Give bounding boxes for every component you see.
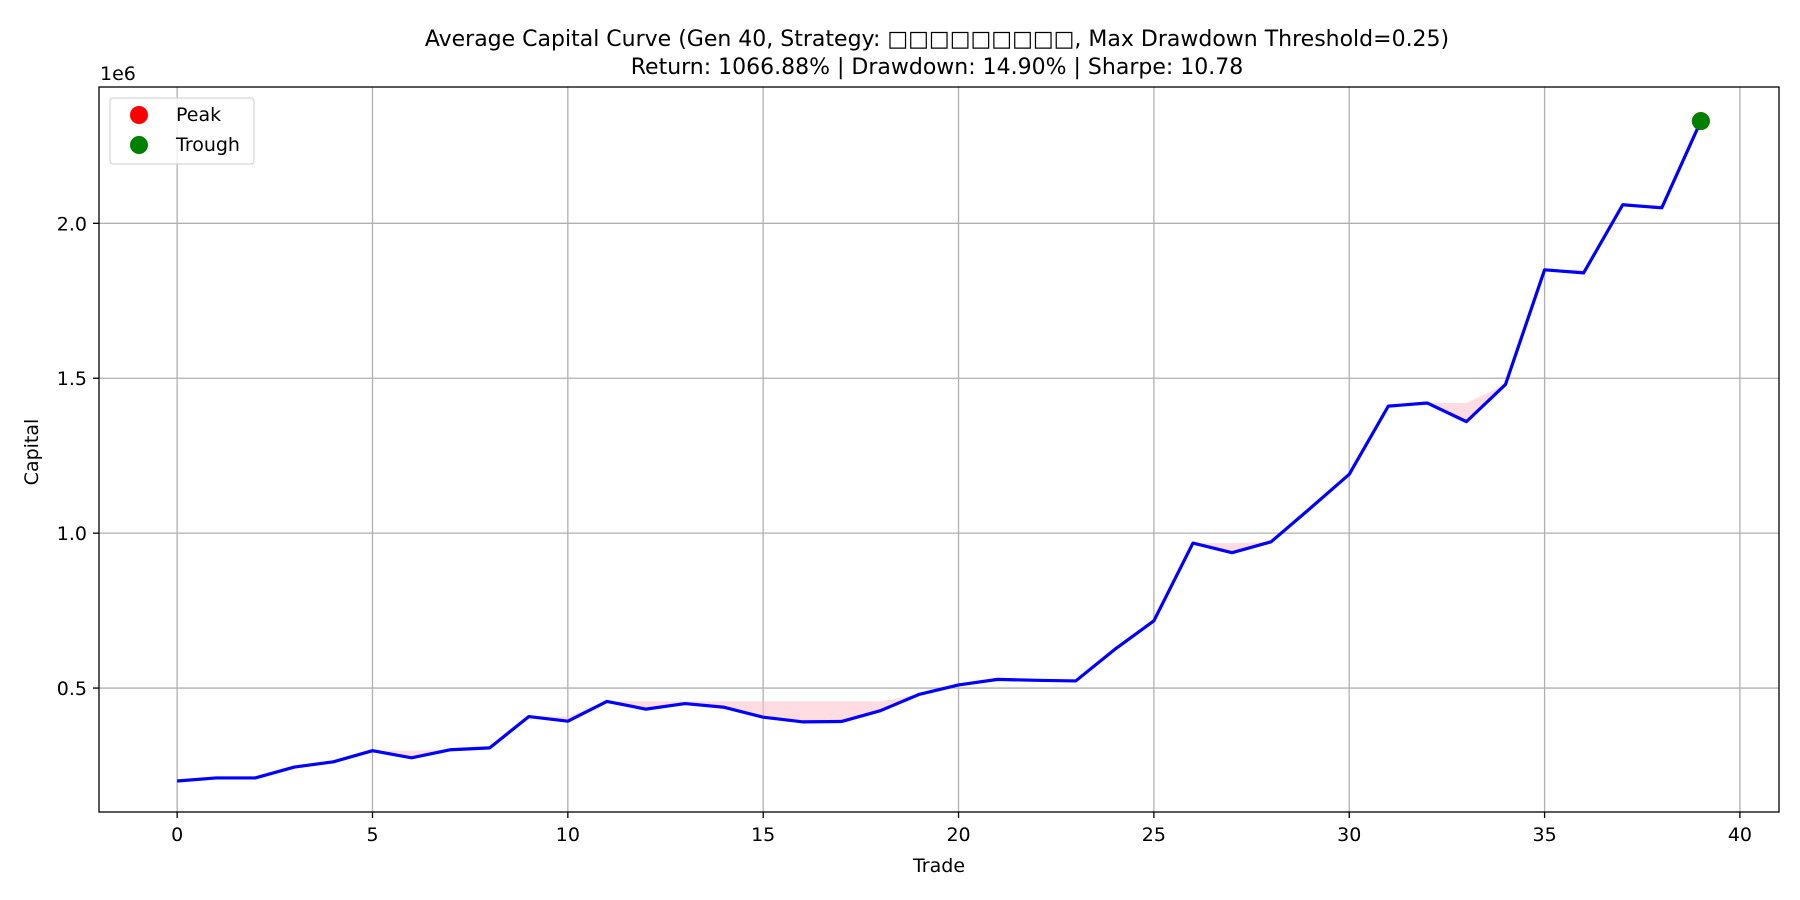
x-tick-label: 20 xyxy=(946,824,970,846)
x-tick-label: 5 xyxy=(366,824,378,846)
x-tick-label: 30 xyxy=(1337,824,1361,846)
drawdown-fill xyxy=(177,121,1701,782)
x-axis-ticks: 0 5 10 15 20 25 30 35 40 xyxy=(171,812,1752,846)
trough-marker xyxy=(1691,112,1710,131)
y-tick-label: 1.5 xyxy=(57,368,87,390)
legend: Peak Trough xyxy=(109,97,255,165)
x-tick-label: 0 xyxy=(171,824,183,846)
legend-peak-marker xyxy=(130,106,148,124)
y-axis-label: Capital xyxy=(21,419,43,486)
x-tick-label: 40 xyxy=(1728,824,1752,846)
x-tick-label: 35 xyxy=(1532,824,1556,846)
chart-subtitle: Return: 1066.88% | Drawdown: 14.90% | Sh… xyxy=(631,55,1244,80)
chart-title: Average Capital Curve (Gen 40, Strategy:… xyxy=(425,27,1449,52)
x-tick-label: 10 xyxy=(556,824,580,846)
y-tick-label: 2.0 xyxy=(57,213,87,235)
legend-trough-label: Trough xyxy=(175,134,240,156)
capital-series xyxy=(177,120,1703,783)
legend-peak-label: Peak xyxy=(176,104,221,126)
peak-trough-markers xyxy=(1691,112,1710,131)
x-tick-label: 15 xyxy=(751,824,775,846)
grid-lines xyxy=(99,87,1779,812)
y-scale-label: 1e6 xyxy=(100,63,136,85)
y-tick-label: 0.5 xyxy=(57,678,87,700)
drawdown-area xyxy=(177,121,1701,782)
capital-line xyxy=(177,120,1703,783)
plot-frame xyxy=(98,86,1780,813)
x-tick-label: 25 xyxy=(1142,824,1166,846)
legend-trough-marker xyxy=(130,136,148,154)
y-tick-label: 1.0 xyxy=(57,523,87,545)
y-axis-ticks: 0.5 1.0 1.5 2.0 xyxy=(57,213,99,700)
x-axis-label: Trade xyxy=(912,855,965,877)
